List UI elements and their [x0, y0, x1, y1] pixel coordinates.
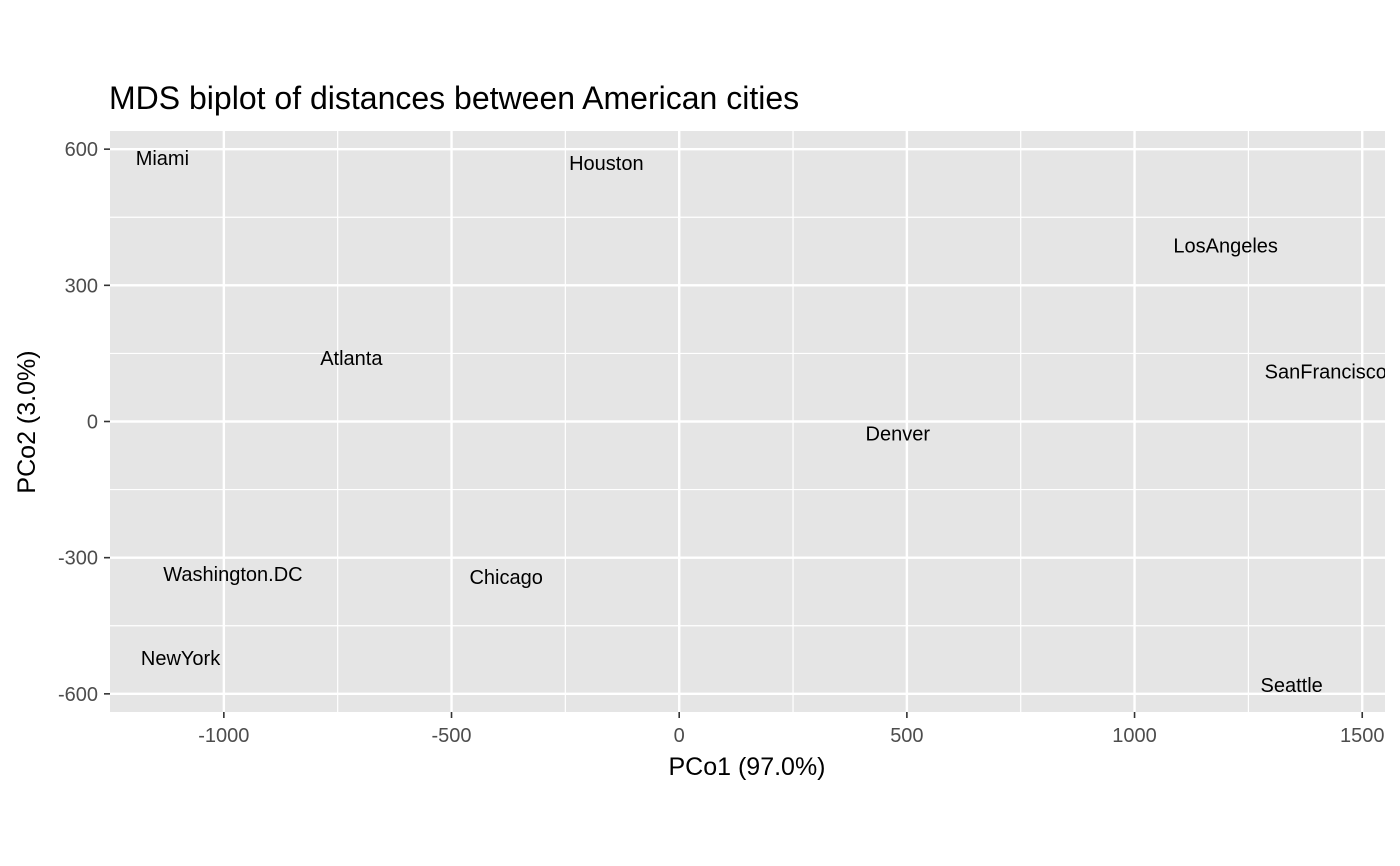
x-tick-label: 1000: [1112, 725, 1157, 747]
chart-title: MDS biplot of distances between American…: [109, 80, 799, 116]
y-tick-label: -600: [58, 684, 98, 706]
y-tick-label: 300: [65, 275, 98, 297]
point-label-denver: Denver: [866, 423, 931, 445]
point-label-seattle: Seattle: [1261, 675, 1323, 697]
x-tick-label: -500: [432, 725, 472, 747]
x-tick-label: -1000: [198, 725, 249, 747]
x-axis: -1000 -500 0 500 1000 1500: [198, 712, 1384, 747]
point-label-losangeles: LosAngeles: [1173, 235, 1278, 257]
point-label-chicago: Chicago: [469, 567, 542, 589]
point-label-miami: Miami: [136, 148, 189, 170]
point-label-newyork: NewYork: [141, 648, 221, 670]
y-axis: -600 -300 0 300 600: [58, 139, 110, 706]
y-tick-label: -300: [58, 548, 98, 570]
point-label-washington-dc: Washington.DC: [163, 564, 302, 586]
point-label-atlanta: Atlanta: [320, 348, 383, 370]
y-axis-title: PCo2 (3.0%): [13, 350, 41, 493]
point-label-sanfrancisco: SanFrancisco: [1265, 362, 1387, 384]
x-tick-label: 1500: [1340, 725, 1385, 747]
y-tick-label: 0: [87, 412, 98, 434]
x-tick-label: 0: [674, 725, 685, 747]
major-gridlines: [110, 131, 1385, 712]
point-label-houston: Houston: [569, 153, 644, 175]
y-tick-label: 600: [65, 139, 98, 161]
point-labels: Miami Houston LosAngeles Atlanta SanFrancisc…: [136, 148, 1387, 697]
x-axis-title: PCo1 (97.0%): [668, 753, 825, 781]
x-tick-label: 500: [890, 725, 923, 747]
